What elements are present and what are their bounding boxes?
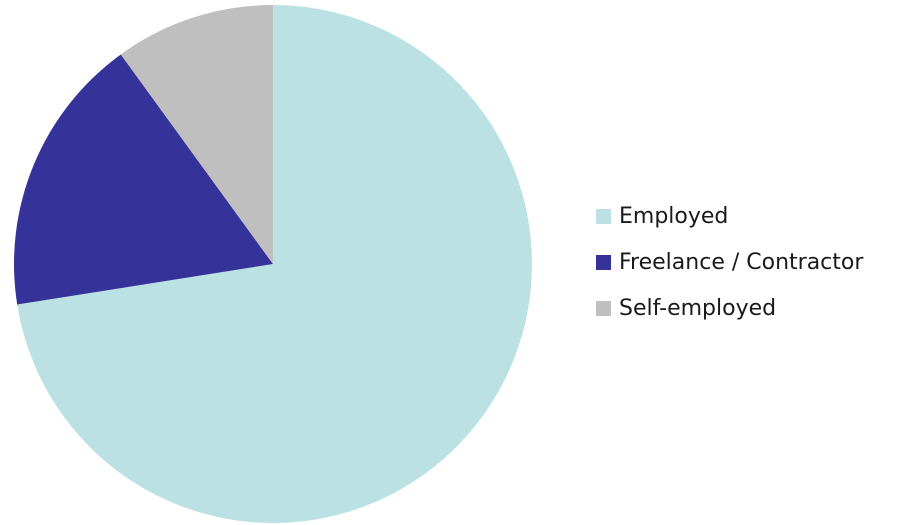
pie-slice-self-employed (120, 5, 273, 264)
legend-item-freelance-contractor: Freelance / Contractor (596, 245, 863, 279)
legend-item-employed: Employed (596, 199, 863, 233)
pie-slice-freelance-contractor (13, 54, 274, 305)
legend-swatch-self-employed (596, 300, 611, 316)
legend-label-freelance-contractor: Freelance / Contractor (619, 249, 864, 275)
legend-label-self-employed: Self-employed (619, 295, 777, 321)
legend-label-employed: Employed (619, 203, 729, 229)
legend-item-self-employed: Self-employed (596, 291, 863, 325)
legend-swatch-freelance-contractor (596, 254, 611, 270)
chart-legend: Employed Freelance / Contractor Self-emp… (596, 199, 863, 325)
pie-slice-employed (17, 5, 533, 523)
legend-swatch-employed (596, 208, 611, 224)
